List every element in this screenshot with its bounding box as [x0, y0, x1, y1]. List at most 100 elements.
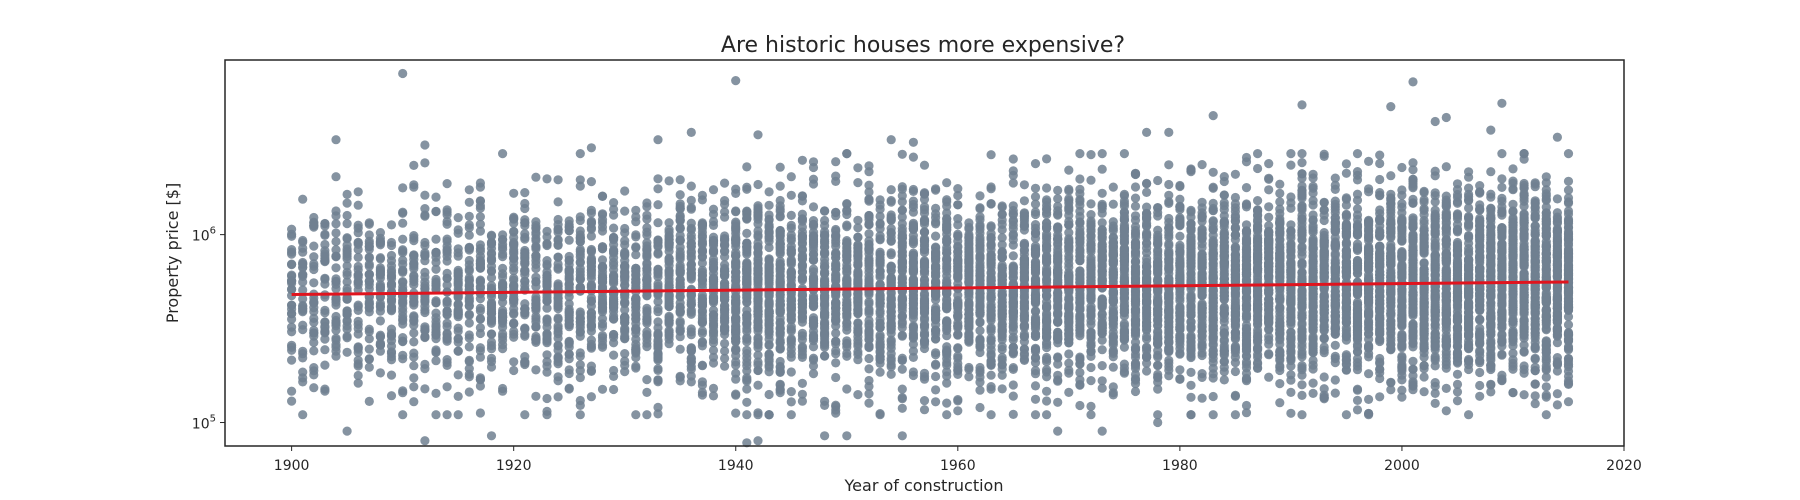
- data-point: [1119, 289, 1129, 299]
- data-point: [875, 260, 885, 270]
- data-point: [1075, 367, 1085, 378]
- data-point: [386, 268, 397, 278]
- data-point: [464, 185, 474, 195]
- data-point: [342, 316, 352, 326]
- data-point: [1153, 296, 1163, 306]
- data-point: [1097, 188, 1107, 198]
- data-point: [464, 275, 474, 285]
- data-point: [808, 162, 819, 173]
- data-point: [720, 236, 730, 246]
- data-point: [553, 240, 563, 250]
- data-point: [1164, 346, 1174, 356]
- data-point: [453, 346, 463, 356]
- data-point: [1042, 321, 1052, 331]
- data-point: [775, 300, 785, 310]
- data-point: [287, 229, 297, 239]
- data-point: [1042, 343, 1052, 353]
- data-point: [697, 251, 708, 262]
- data-point: [542, 393, 552, 404]
- data-point: [842, 209, 852, 220]
- data-point: [864, 219, 874, 229]
- data-point: [531, 272, 541, 282]
- data-point: [931, 371, 941, 382]
- data-point: [886, 236, 896, 246]
- data-point: [1086, 376, 1096, 386]
- data-point: [764, 233, 774, 243]
- data-point: [1097, 361, 1107, 371]
- data-point: [653, 200, 663, 210]
- data-point: [775, 212, 785, 222]
- data-point: [597, 215, 608, 225]
- data-point: [597, 276, 608, 286]
- data-point: [1075, 229, 1085, 239]
- data-point: [431, 264, 441, 274]
- data-point: [1108, 332, 1118, 342]
- data-point: [897, 311, 907, 321]
- data-point: [1030, 183, 1041, 193]
- data-point: [620, 270, 630, 280]
- data-point: [708, 297, 719, 308]
- data-point: [997, 201, 1007, 211]
- data-point: [309, 346, 319, 356]
- data-point: [1008, 209, 1018, 219]
- data-point: [742, 326, 752, 336]
- data-point: [842, 220, 852, 230]
- data-point: [708, 235, 719, 245]
- data-point: [342, 267, 352, 277]
- data-point: [287, 249, 297, 259]
- data-point: [542, 315, 552, 325]
- data-point: [675, 175, 685, 185]
- data-point: [1042, 396, 1052, 406]
- data-point: [320, 229, 330, 239]
- data-point: [464, 245, 474, 255]
- data-point: [1153, 373, 1163, 383]
- data-point: [453, 326, 463, 336]
- data-point: [364, 344, 374, 354]
- data-point: [664, 176, 674, 186]
- data-point: [586, 392, 597, 402]
- data-point: [1042, 410, 1052, 420]
- data-point: [753, 380, 763, 390]
- data-point: [331, 219, 341, 229]
- data-point: [1086, 291, 1096, 301]
- data-point: [1030, 319, 1041, 329]
- data-point: [364, 261, 374, 271]
- data-point: [1053, 359, 1063, 369]
- data-point: [864, 306, 874, 316]
- data-point: [731, 345, 741, 355]
- data-point: [309, 252, 319, 262]
- data-point: [1130, 344, 1141, 354]
- data-point: [431, 356, 441, 366]
- data-point: [697, 338, 708, 348]
- data-point: [953, 184, 963, 194]
- data-point: [409, 328, 419, 338]
- data-point: [342, 219, 352, 229]
- data-point: [1097, 164, 1107, 174]
- data-point: [1130, 239, 1141, 249]
- data-point: [642, 410, 652, 420]
- data-point: [586, 217, 597, 228]
- data-point: [620, 228, 630, 238]
- data-point: [764, 323, 774, 334]
- data-point: [931, 243, 941, 253]
- data-point: [775, 162, 785, 172]
- data-point: [786, 220, 796, 230]
- data-point: [742, 228, 752, 238]
- data-point: [875, 247, 885, 257]
- data-point: [875, 295, 885, 305]
- data-point: [520, 188, 530, 198]
- data-point: [797, 342, 808, 352]
- data-point: [509, 227, 519, 237]
- data-point: [653, 307, 663, 317]
- data-point: [1108, 382, 1118, 392]
- data-point: [831, 157, 841, 167]
- data-point: [531, 223, 541, 233]
- data-point: [764, 277, 774, 287]
- data-point: [364, 396, 374, 406]
- data-point: [564, 307, 574, 317]
- data-point: [653, 240, 663, 250]
- data-point: [953, 298, 963, 308]
- data-point: [331, 236, 341, 247]
- data-point: [1030, 345, 1041, 355]
- data-point: [542, 259, 552, 269]
